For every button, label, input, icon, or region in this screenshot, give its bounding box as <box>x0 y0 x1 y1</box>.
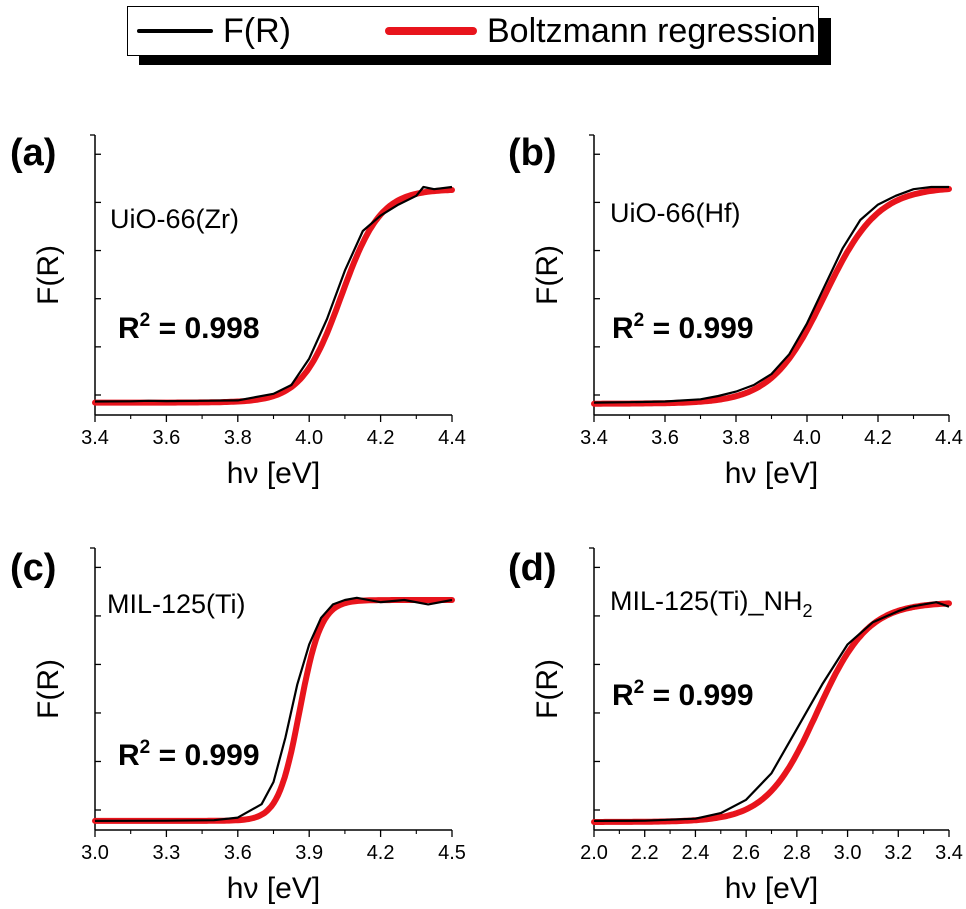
panel-label: (b) <box>508 132 557 174</box>
panel-label: (d) <box>508 547 557 589</box>
x-tick-label: 4.5 <box>438 842 466 864</box>
panel-3: 3.0 3.3 3.6 3.9 4.2 4.5 hν [eV] F(R) (c) MIL-125(… <box>10 547 466 905</box>
r-squared: R2 = 0.999 <box>118 737 260 772</box>
series-fr <box>94 596 453 822</box>
x-tick-label: 3.2 <box>884 842 912 864</box>
x-axis-label: hν [eV] <box>725 457 818 490</box>
x-tick-label: 3.4 <box>935 842 963 864</box>
x-tick-label: 3.4 <box>580 427 608 449</box>
r-squared-value: = 0.998 <box>150 312 259 345</box>
r-squared-superscript: 2 <box>634 310 645 331</box>
series-fr <box>593 185 949 404</box>
panel-label: (a) <box>10 132 56 174</box>
series-boltzmann-regression <box>591 600 952 825</box>
x-tick-label: 4.2 <box>367 427 395 449</box>
x-tick-label: 3.8 <box>224 427 252 449</box>
sample-name: MIL-125(Ti)_NH2 <box>610 586 813 621</box>
legend-entry-boltzmann: Boltzmann regression <box>385 6 816 56</box>
x-tick-label: 3.9 <box>295 842 323 864</box>
x-tick-label: 3.4 <box>81 427 109 449</box>
x-tick-label: 3.0 <box>834 842 862 864</box>
series-fr <box>593 601 950 822</box>
legend-swatch-fr <box>137 29 213 33</box>
r-squared: R2 = 0.999 <box>612 677 754 712</box>
x-tick-label: 2.4 <box>682 842 710 864</box>
series-boltzmann-regression <box>92 187 455 406</box>
r-squared-r: R <box>612 679 634 712</box>
y-axis-label: F(R) <box>32 245 65 305</box>
x-axis-label: hν [eV] <box>227 872 320 905</box>
r-squared-superscript: 2 <box>140 737 151 758</box>
sample-name-subscript: 2 <box>803 601 813 621</box>
sample-name: MIL-125(Ti) <box>107 589 246 619</box>
x-tick-label: 3.0 <box>81 842 109 864</box>
x-tick-label: 2.8 <box>783 842 811 864</box>
y-axis-label: F(R) <box>531 245 564 305</box>
r-squared: R2 = 0.999 <box>612 310 754 345</box>
r-squared-r: R <box>118 312 140 345</box>
x-tick-label: 2.2 <box>631 842 659 864</box>
sample-name-main: MIL-125(Ti)_NH <box>610 586 803 616</box>
panel-label: (c) <box>10 547 56 589</box>
legend-label-boltzmann: Boltzmann regression <box>487 11 816 50</box>
x-tick-label: 3.3 <box>152 842 180 864</box>
x-tick-label: 2.6 <box>732 842 760 864</box>
x-axis-label: hν [eV] <box>227 457 320 490</box>
legend-swatch-boltzmann <box>385 27 477 35</box>
series-boltzmann-regression <box>591 186 952 407</box>
panel-1: 3.4 3.6 3.8 4.0 4.2 4.4 hν [eV] F(R) (a) UiO-66(Z… <box>10 132 466 490</box>
sample-name: UiO-66(Zr) <box>110 204 239 234</box>
series-boltzmann-regression <box>92 597 455 824</box>
x-tick-label: 3.6 <box>651 427 679 449</box>
x-tick-label: 4.4 <box>438 427 466 449</box>
r-squared-superscript: 2 <box>140 310 151 331</box>
r-squared-value: = 0.999 <box>150 739 259 772</box>
legend: F(R) Boltzmann regression <box>127 6 831 65</box>
legend-entry-fr: F(R) <box>137 6 291 56</box>
x-tick-label: 4.0 <box>793 427 821 449</box>
y-axis-label: F(R) <box>531 659 564 719</box>
x-tick-label: 4.2 <box>367 842 395 864</box>
x-tick-label: 2.0 <box>580 842 608 864</box>
x-tick-label: 3.6 <box>224 842 252 864</box>
series-fr <box>94 185 453 403</box>
x-tick-label: 3.8 <box>722 427 750 449</box>
r-squared-r: R <box>612 312 634 345</box>
panel-4: 2.0 2.2 2.4 2.6 2.8 3.0 3.2 3.4 hν [eV] F(R) (d) MI… <box>508 547 963 905</box>
x-tick-label: 4.4 <box>935 427 963 449</box>
y-axis-label: F(R) <box>32 659 65 719</box>
x-tick-label: 4.2 <box>864 427 892 449</box>
x-tick-label: 3.6 <box>152 427 180 449</box>
r-squared-superscript: 2 <box>634 677 645 698</box>
x-tick-label: 4.0 <box>295 427 323 449</box>
x-axis-label: hν [eV] <box>725 872 818 905</box>
sample-name: UiO-66(Hf) <box>610 198 741 228</box>
r-squared-r: R <box>118 739 140 772</box>
r-squared-value: = 0.999 <box>644 679 753 712</box>
legend-label-fr: F(R) <box>223 11 291 50</box>
panel-2: 3.4 3.6 3.8 4.0 4.2 4.4 hν [eV] F(R) (b) UiO-66(H… <box>508 132 963 490</box>
r-squared: R2 = 0.998 <box>118 310 260 345</box>
r-squared-value: = 0.999 <box>644 312 753 345</box>
